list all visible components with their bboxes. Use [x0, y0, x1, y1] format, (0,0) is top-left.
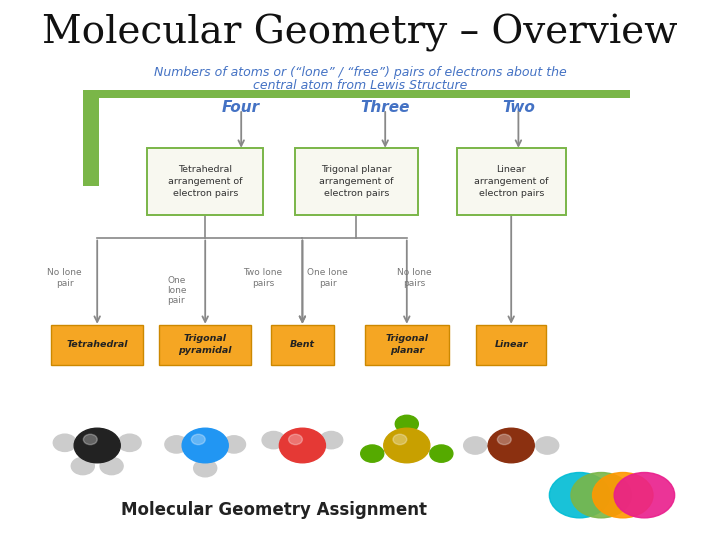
- Text: Trigonal
pyramidal: Trigonal pyramidal: [179, 334, 232, 355]
- Circle shape: [222, 436, 246, 453]
- Text: Two lone
pairs: Two lone pairs: [243, 268, 282, 288]
- Text: Linear
arrangement of
electron pairs: Linear arrangement of electron pairs: [474, 165, 549, 198]
- FancyBboxPatch shape: [364, 325, 449, 364]
- Circle shape: [393, 434, 407, 444]
- Text: No lone
pair: No lone pair: [48, 268, 82, 288]
- FancyBboxPatch shape: [271, 325, 334, 364]
- Text: Three: Three: [361, 100, 410, 115]
- FancyBboxPatch shape: [295, 148, 418, 215]
- Text: Trigonal
planar: Trigonal planar: [385, 334, 428, 355]
- Circle shape: [593, 472, 653, 518]
- Circle shape: [71, 457, 94, 475]
- FancyBboxPatch shape: [160, 325, 251, 364]
- FancyBboxPatch shape: [83, 90, 630, 98]
- Circle shape: [395, 415, 418, 433]
- Circle shape: [74, 428, 120, 463]
- Circle shape: [262, 431, 285, 449]
- FancyBboxPatch shape: [147, 148, 264, 215]
- Circle shape: [320, 431, 343, 449]
- Text: Bent: Bent: [290, 340, 315, 349]
- Circle shape: [53, 434, 76, 451]
- Circle shape: [192, 434, 205, 444]
- Text: Molecular Geometry Assignment: Molecular Geometry Assignment: [121, 501, 426, 519]
- Text: No lone
pairs: No lone pairs: [397, 268, 431, 288]
- Circle shape: [84, 434, 97, 444]
- Circle shape: [430, 445, 453, 462]
- Circle shape: [289, 434, 302, 444]
- Text: Four: Four: [222, 100, 260, 115]
- Text: Tetrahedral
arrangement of
electron pairs: Tetrahedral arrangement of electron pair…: [168, 165, 243, 198]
- Circle shape: [614, 472, 675, 518]
- Text: Tetrahedral: Tetrahedral: [66, 340, 128, 349]
- FancyBboxPatch shape: [456, 148, 566, 215]
- Circle shape: [571, 472, 631, 518]
- Circle shape: [182, 428, 228, 463]
- Text: Two: Two: [502, 100, 535, 115]
- Text: central atom from Lewis Structure: central atom from Lewis Structure: [253, 79, 467, 92]
- Text: Linear: Linear: [495, 340, 528, 349]
- Circle shape: [361, 445, 384, 462]
- Circle shape: [464, 437, 487, 454]
- Circle shape: [100, 457, 123, 475]
- Text: Trigonal planar
arrangement of
electron pairs: Trigonal planar arrangement of electron …: [319, 165, 394, 198]
- Circle shape: [498, 434, 511, 444]
- Text: Numbers of atoms or (“lone” / “free”) pairs of electrons about the: Numbers of atoms or (“lone” / “free”) pa…: [153, 66, 567, 79]
- Circle shape: [118, 434, 141, 451]
- FancyBboxPatch shape: [52, 325, 143, 364]
- Circle shape: [384, 428, 430, 463]
- FancyBboxPatch shape: [477, 325, 546, 364]
- Text: Molecular Geometry – Overview: Molecular Geometry – Overview: [42, 14, 678, 51]
- Circle shape: [279, 428, 325, 463]
- FancyBboxPatch shape: [83, 90, 99, 186]
- Circle shape: [194, 460, 217, 477]
- Circle shape: [488, 428, 534, 463]
- Circle shape: [549, 472, 610, 518]
- Circle shape: [536, 437, 559, 454]
- Circle shape: [165, 436, 188, 453]
- Text: One
lone
pair: One lone pair: [166, 275, 186, 306]
- Text: One lone
pair: One lone pair: [307, 268, 348, 288]
